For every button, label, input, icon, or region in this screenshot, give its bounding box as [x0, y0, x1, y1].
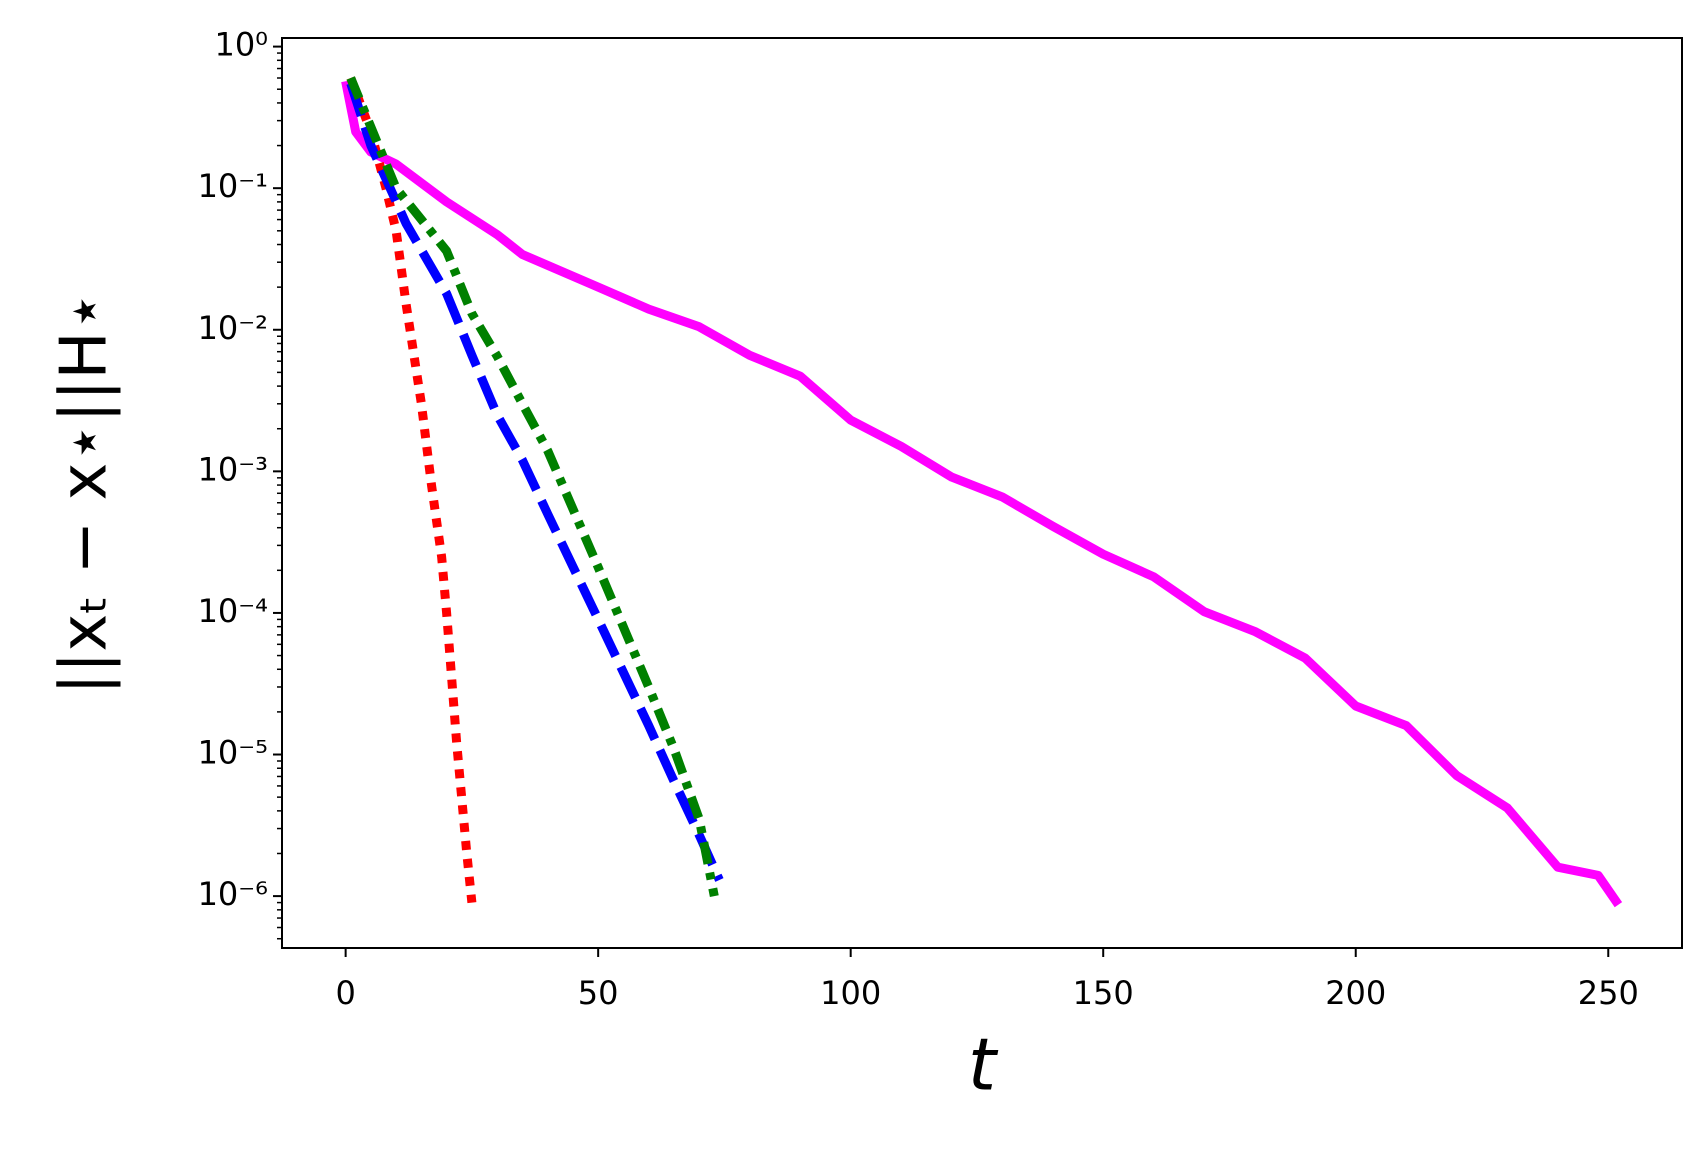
x-axis-label: t [968, 1023, 999, 1107]
series-line [341, 80, 1623, 908]
x-tick-label: 150 [1073, 974, 1134, 1012]
y-tick-label: 10⁻⁴ [198, 592, 268, 630]
y-axis-label: ||xₜ − x⋆||H⋆ [48, 291, 122, 694]
y-tick-label: 10⁰ [214, 26, 268, 64]
y-tick-label: 10⁻¹ [198, 167, 268, 205]
y-tick-label: 10⁻² [198, 309, 268, 347]
x-tick-label: 50 [578, 974, 619, 1012]
series-line [346, 82, 724, 882]
y-tick-label: 10⁻³ [198, 450, 268, 488]
y-tick-label: 10⁻⁵ [198, 734, 268, 772]
series-line [346, 76, 719, 897]
x-tick-label: 100 [820, 974, 881, 1012]
y-tick-label: 10⁻⁶ [198, 875, 268, 913]
x-tick-label: 200 [1325, 974, 1386, 1012]
x-tick-label: 250 [1578, 974, 1639, 1012]
x-tick-label: 0 [335, 974, 355, 1012]
